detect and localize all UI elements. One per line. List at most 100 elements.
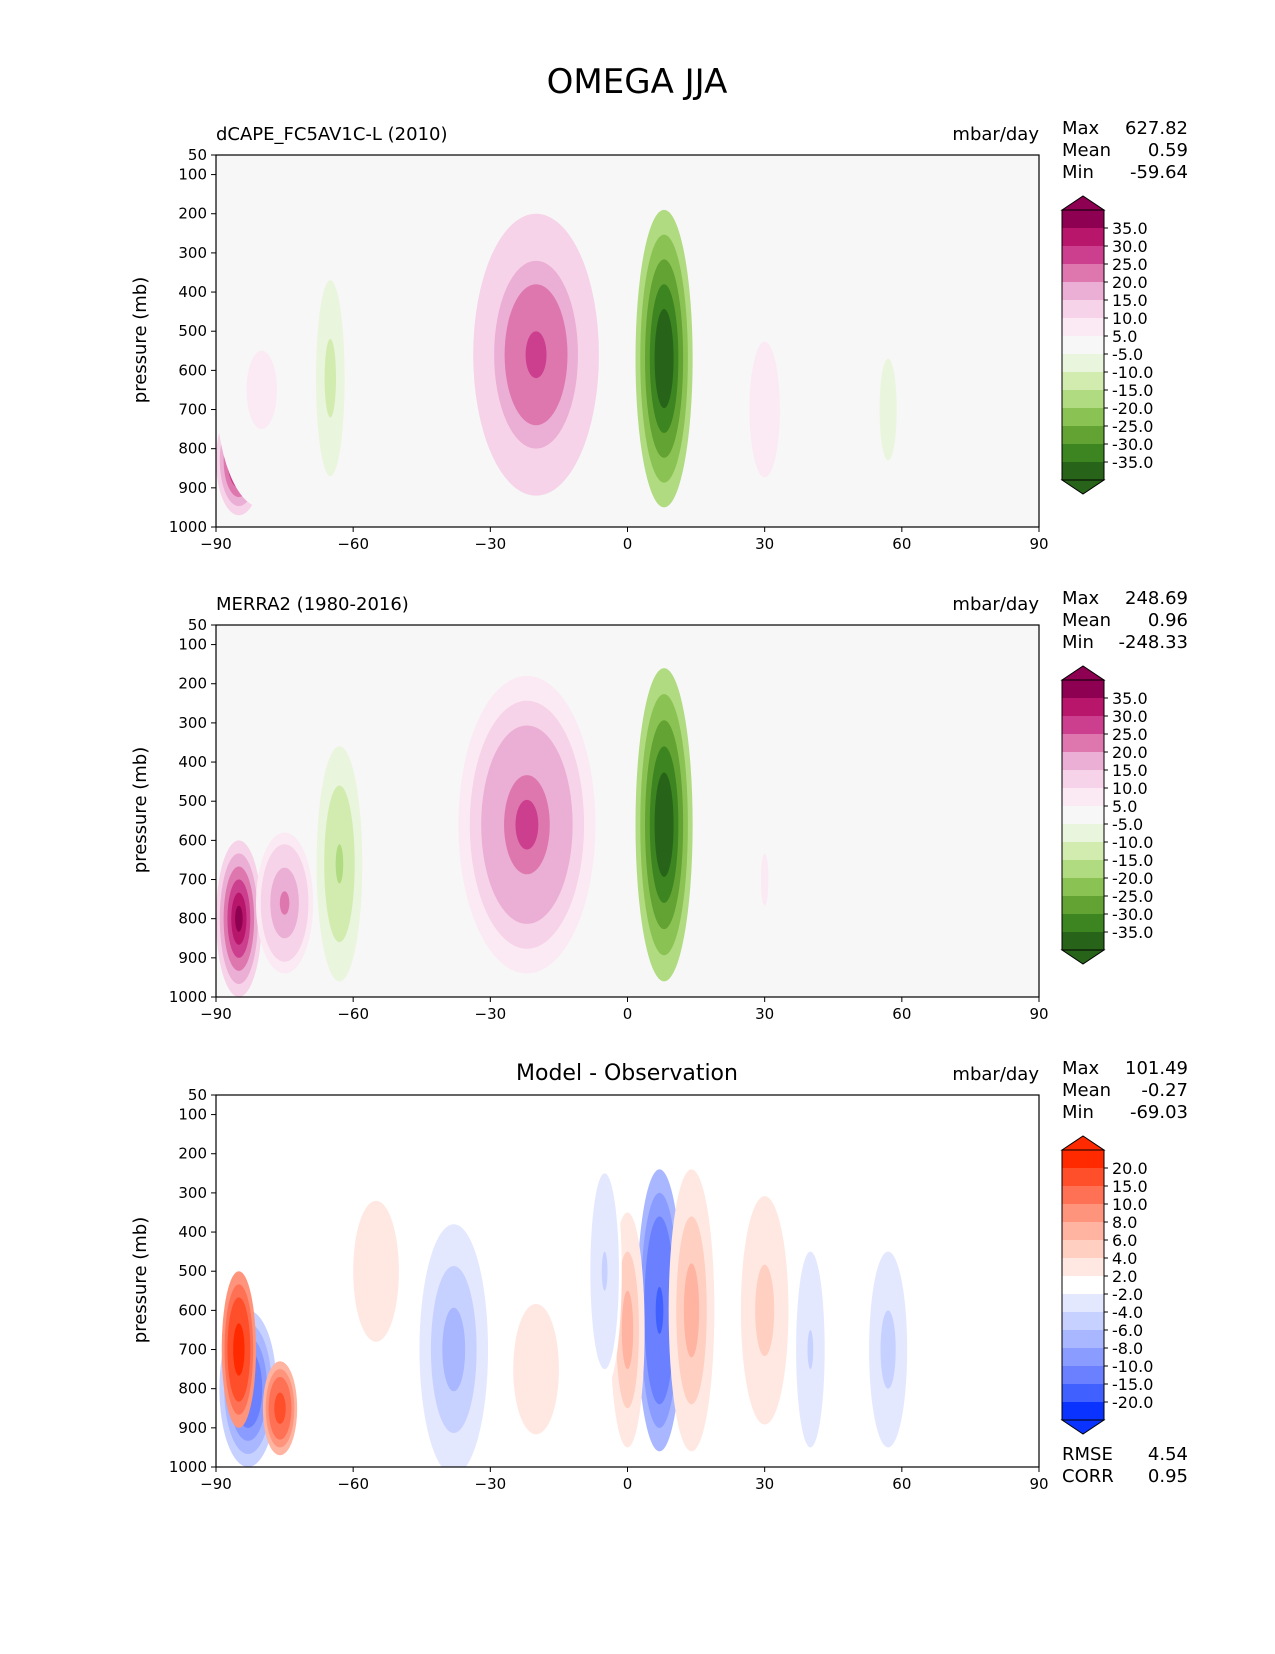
colorbar-cell — [1062, 878, 1104, 896]
colorbar-cell — [1062, 1276, 1104, 1294]
stat-max-label: Max — [1062, 118, 1100, 139]
y-tick-label: 700 — [178, 401, 207, 419]
colorbar-cell — [1062, 752, 1104, 770]
x-tick-label: −60 — [337, 1475, 369, 1493]
colorbar-label: -10.0 — [1112, 833, 1153, 852]
colorbar-label: -6.0 — [1112, 1321, 1143, 1340]
colorbar-label: 20.0 — [1112, 1159, 1148, 1178]
x-tick-label: 30 — [755, 1005, 774, 1023]
colorbar-label: -20.0 — [1112, 399, 1153, 418]
colorbar-cell — [1062, 282, 1104, 300]
contour-region — [368, 1247, 384, 1295]
colorbar-bottom-arrow — [1060, 949, 1106, 965]
colorbar-cell — [1062, 1222, 1104, 1240]
contour-region — [236, 1336, 242, 1363]
y-tick-label: 700 — [178, 1341, 207, 1359]
colorbar-cell — [1062, 1258, 1104, 1276]
contour-region — [448, 1328, 460, 1371]
contour-region — [659, 798, 669, 851]
colorbar-label: 10.0 — [1112, 1195, 1148, 1214]
colorbar-label: -10.0 — [1112, 363, 1153, 382]
y-tick-label: 900 — [178, 479, 207, 497]
colorbar-cell — [1062, 1186, 1104, 1204]
y-tick-label: 400 — [178, 1223, 207, 1241]
contour-region — [277, 1400, 283, 1417]
colorbar-label: -10.0 — [1112, 1357, 1153, 1376]
y-tick-label: 200 — [178, 1145, 207, 1163]
colorbar: 35.030.025.020.015.010.05.0-5.0-10.0-15.… — [1060, 665, 1153, 965]
contour-region — [884, 1329, 892, 1370]
y-tick-label: 500 — [178, 322, 207, 340]
colorbar-cell — [1062, 336, 1104, 354]
colorbar-cell — [1062, 390, 1104, 408]
stat-max-value: 627.82 — [1125, 118, 1188, 139]
colorbar-label: 35.0 — [1112, 689, 1148, 708]
colorbar-cell — [1062, 1366, 1104, 1384]
x-tick-label: −90 — [200, 1005, 232, 1023]
stat-max-value: 101.49 — [1125, 1058, 1188, 1079]
panel-title: Model - Observation — [516, 1061, 738, 1086]
y-tick-label: 300 — [178, 244, 207, 262]
contour-region — [807, 1329, 814, 1370]
colorbar-label: -30.0 — [1112, 905, 1153, 924]
colorbar-top-arrow — [1060, 195, 1106, 211]
y-tick-label: 700 — [178, 871, 207, 889]
y-tick-label: 200 — [178, 205, 207, 223]
colorbar-label: 15.0 — [1112, 1177, 1148, 1196]
y-axis-label: pressure (mb) — [130, 277, 151, 403]
x-tick-label: −30 — [475, 535, 507, 553]
stat-mean-value: 0.96 — [1148, 610, 1188, 631]
contour-region — [525, 331, 547, 379]
x-tick-label: 0 — [623, 1475, 633, 1493]
colorbar-bottom-arrow — [1060, 479, 1106, 495]
colorbar-cell — [1062, 408, 1104, 426]
stat-max-label: Max — [1062, 1058, 1100, 1079]
contour-region — [601, 1251, 608, 1291]
x-tick-label: −90 — [200, 1475, 232, 1493]
colorbar-cell — [1062, 860, 1104, 878]
y-tick-label: 100 — [178, 636, 207, 654]
stat-mean-label: Mean — [1062, 140, 1111, 161]
colorbar-cell — [1062, 300, 1104, 318]
colorbar-label: -5.0 — [1112, 345, 1143, 364]
y-tick-label: 800 — [178, 440, 207, 458]
colorbar-label: -15.0 — [1112, 1375, 1153, 1394]
x-tick-label: 60 — [892, 1475, 911, 1493]
y-tick-label: 600 — [178, 831, 207, 849]
stat-max-label: Max — [1062, 588, 1100, 609]
colorbar: 35.030.025.020.015.010.05.0-5.0-10.0-15.… — [1060, 195, 1153, 495]
y-tick-label: 500 — [178, 792, 207, 810]
colorbar-cell — [1062, 824, 1104, 842]
colorbar-label: 35.0 — [1112, 219, 1148, 238]
contour-region — [279, 891, 290, 915]
x-tick-label: 60 — [892, 535, 911, 553]
y-tick-label: 50 — [188, 616, 207, 634]
colorbar-label: 5.0 — [1112, 797, 1137, 816]
colorbar-label: 25.0 — [1112, 255, 1148, 274]
colorbar-cell — [1062, 1312, 1104, 1330]
x-tick-label: 90 — [1029, 1005, 1048, 1023]
y-tick-label: 800 — [178, 1380, 207, 1398]
colorbar-cell — [1062, 318, 1104, 336]
colorbar-label: -35.0 — [1112, 453, 1153, 472]
colorbar-label: 30.0 — [1112, 237, 1148, 256]
colorbar-cell — [1062, 716, 1104, 734]
x-tick-label: 30 — [755, 1475, 774, 1493]
colorbar-cell — [1062, 228, 1104, 246]
colorbar-label: -20.0 — [1112, 869, 1153, 888]
stat-min-label: Min — [1062, 162, 1094, 183]
y-tick-label: 800 — [178, 910, 207, 928]
colorbar-cell — [1062, 680, 1104, 698]
colorbar-frame — [1061, 209, 1105, 481]
colorbar-cell — [1062, 372, 1104, 390]
corr-label: CORR — [1062, 1466, 1114, 1487]
stat-min-value: -59.64 — [1130, 162, 1188, 183]
colorbar-cell — [1062, 842, 1104, 860]
colorbar-cell — [1062, 1168, 1104, 1186]
colorbar-cell — [1062, 1204, 1104, 1222]
y-tick-label: 400 — [178, 283, 207, 301]
colorbar-cell — [1062, 896, 1104, 914]
stat-max-value: 248.69 — [1125, 588, 1188, 609]
colorbar-label: 15.0 — [1112, 291, 1148, 310]
